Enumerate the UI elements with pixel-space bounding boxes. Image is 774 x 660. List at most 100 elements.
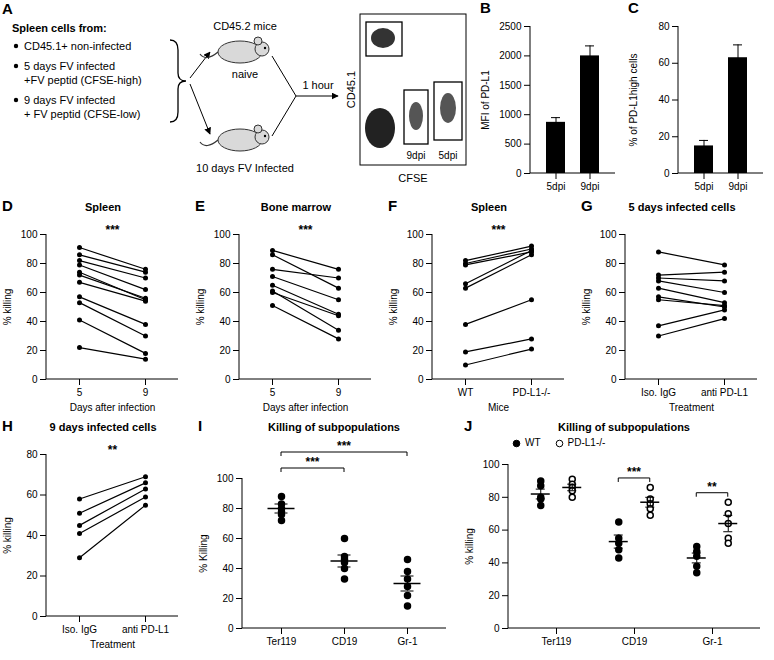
svg-text:60: 60 bbox=[412, 287, 424, 298]
svg-text:% Killing: % Killing bbox=[198, 534, 209, 572]
svg-text:***: *** bbox=[105, 223, 119, 237]
svg-text:Treatment: Treatment bbox=[669, 402, 714, 413]
svg-text:80: 80 bbox=[605, 258, 617, 269]
svg-text:100: 100 bbox=[407, 229, 424, 240]
svg-text:A: A bbox=[2, 0, 13, 17]
svg-text:20: 20 bbox=[658, 131, 670, 142]
svg-text:***: *** bbox=[305, 455, 319, 469]
svg-text:***: *** bbox=[627, 465, 641, 479]
svg-text:2000: 2000 bbox=[499, 50, 522, 61]
svg-text:0: 0 bbox=[32, 611, 38, 622]
svg-text:Ter119: Ter119 bbox=[542, 636, 572, 647]
svg-text:5 days FV infected: 5 days FV infected bbox=[24, 60, 115, 72]
svg-text:0: 0 bbox=[611, 374, 617, 385]
svg-text:80: 80 bbox=[26, 449, 38, 460]
svg-text:100: 100 bbox=[21, 229, 38, 240]
svg-text:CFSE: CFSE bbox=[398, 172, 427, 184]
svg-text:CD45.1+ non-infected: CD45.1+ non-infected bbox=[24, 40, 131, 52]
svg-text:Days after infection: Days after infection bbox=[70, 402, 156, 413]
svg-text:PD-L1-/-: PD-L1-/- bbox=[513, 387, 551, 398]
svg-text:CD45.1: CD45.1 bbox=[345, 71, 357, 108]
svg-text:% killing: % killing bbox=[2, 289, 13, 326]
svg-text:40: 40 bbox=[26, 316, 38, 327]
svg-text:5dpi: 5dpi bbox=[547, 181, 566, 192]
svg-text:% killing: % killing bbox=[388, 289, 399, 326]
svg-text:80: 80 bbox=[219, 258, 231, 269]
svg-text:Iso. IgG: Iso. IgG bbox=[62, 624, 97, 635]
svg-text:***: *** bbox=[298, 223, 312, 237]
svg-text:20: 20 bbox=[488, 590, 500, 601]
svg-text:40: 40 bbox=[219, 316, 231, 327]
svg-text:% killing: % killing bbox=[195, 289, 206, 326]
svg-text:40: 40 bbox=[488, 557, 500, 568]
svg-text:9: 9 bbox=[336, 387, 342, 398]
svg-text:% of PD-L1high cells: % of PD-L1high cells bbox=[628, 54, 639, 147]
svg-text:CD19: CD19 bbox=[332, 636, 358, 647]
svg-text:0: 0 bbox=[228, 623, 234, 634]
svg-text:9dpi: 9dpi bbox=[729, 181, 748, 192]
svg-text:20: 20 bbox=[26, 345, 38, 356]
svg-text:**: ** bbox=[108, 443, 118, 457]
svg-text:0: 0 bbox=[225, 374, 231, 385]
svg-text:Gr-1: Gr-1 bbox=[398, 636, 418, 647]
svg-text:+ FV peptid (CFSE-low): + FV peptid (CFSE-low) bbox=[24, 108, 140, 120]
svg-text:1 hour: 1 hour bbox=[302, 79, 334, 91]
svg-text:Gr-1: Gr-1 bbox=[703, 636, 723, 647]
svg-text:0: 0 bbox=[418, 374, 424, 385]
svg-text:9dpi: 9dpi bbox=[407, 150, 426, 161]
svg-text:9: 9 bbox=[143, 387, 149, 398]
svg-text:Ter119: Ter119 bbox=[267, 636, 297, 647]
svg-text:Mice: Mice bbox=[488, 402, 510, 413]
svg-text:CD45.2 mice: CD45.2 mice bbox=[213, 20, 277, 32]
svg-text:anti PD-L1: anti PD-L1 bbox=[701, 387, 749, 398]
svg-text:100: 100 bbox=[600, 229, 617, 240]
svg-text:CD19: CD19 bbox=[622, 636, 648, 647]
svg-text:0: 0 bbox=[32, 374, 38, 385]
svg-text:1000: 1000 bbox=[499, 109, 522, 120]
svg-text:20: 20 bbox=[26, 570, 38, 581]
svg-text:40: 40 bbox=[222, 563, 234, 574]
svg-text:40: 40 bbox=[605, 316, 617, 327]
svg-text:40: 40 bbox=[26, 530, 38, 541]
svg-text:Iso. IgG: Iso. IgG bbox=[641, 387, 676, 398]
svg-text:500: 500 bbox=[505, 138, 522, 149]
svg-text:anti PD-L1: anti PD-L1 bbox=[122, 624, 170, 635]
svg-text:***: *** bbox=[337, 439, 351, 453]
svg-text:100: 100 bbox=[483, 459, 500, 470]
svg-text:+FV peptid (CFSE-high): +FV peptid (CFSE-high) bbox=[24, 74, 142, 86]
svg-text:***: *** bbox=[491, 223, 505, 237]
svg-text:20: 20 bbox=[412, 345, 424, 356]
svg-text:60: 60 bbox=[26, 287, 38, 298]
svg-text:**: ** bbox=[707, 480, 717, 494]
svg-text:40: 40 bbox=[658, 94, 670, 105]
svg-text:2500: 2500 bbox=[499, 21, 522, 32]
svg-text:0: 0 bbox=[516, 168, 522, 179]
svg-text:20: 20 bbox=[219, 345, 231, 356]
svg-text:60: 60 bbox=[26, 489, 38, 500]
svg-text:0: 0 bbox=[664, 168, 670, 179]
svg-text:80: 80 bbox=[222, 503, 234, 514]
svg-text:100: 100 bbox=[217, 473, 234, 484]
svg-text:% killing: % killing bbox=[581, 289, 592, 326]
svg-text:100: 100 bbox=[214, 229, 231, 240]
svg-text:MFI of PD-L1: MFI of PD-L1 bbox=[480, 70, 491, 130]
svg-text:60: 60 bbox=[488, 524, 500, 535]
svg-text:Spleen cells from:: Spleen cells from: bbox=[12, 22, 107, 34]
svg-text:% killing: % killing bbox=[464, 528, 475, 565]
svg-text:Treatment: Treatment bbox=[90, 639, 135, 650]
svg-text:80: 80 bbox=[412, 258, 424, 269]
svg-text:Days after infection: Days after infection bbox=[263, 402, 349, 413]
svg-text:5: 5 bbox=[270, 387, 276, 398]
svg-text:5dpi: 5dpi bbox=[439, 150, 458, 161]
svg-text:40: 40 bbox=[412, 316, 424, 327]
svg-text:1500: 1500 bbox=[499, 80, 522, 91]
svg-text:9dpi: 9dpi bbox=[581, 181, 600, 192]
svg-text:5dpi: 5dpi bbox=[695, 181, 714, 192]
svg-text:WT: WT bbox=[458, 387, 474, 398]
svg-text:10 days FV Infected: 10 days FV Infected bbox=[196, 162, 294, 174]
svg-text:20: 20 bbox=[222, 593, 234, 604]
svg-text:60: 60 bbox=[658, 57, 670, 68]
svg-text:80: 80 bbox=[488, 492, 500, 503]
svg-text:naive: naive bbox=[232, 68, 258, 80]
svg-text:9 days FV infected: 9 days FV infected bbox=[24, 94, 115, 106]
